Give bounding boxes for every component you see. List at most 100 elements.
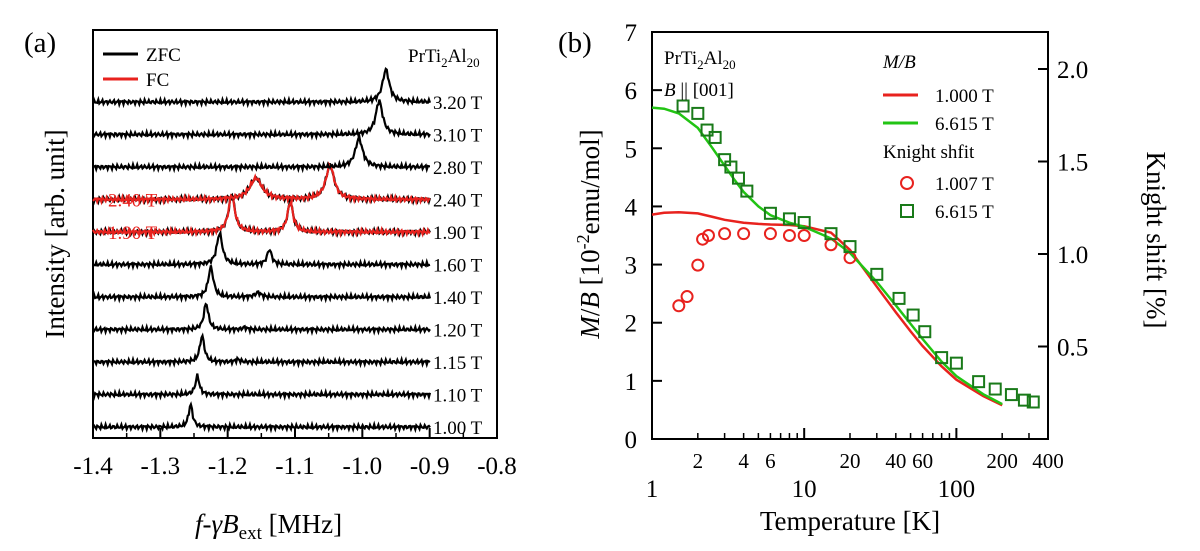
b-y-right-tick-label: 1.5 bbox=[1057, 150, 1088, 177]
knight-6t-point bbox=[691, 106, 705, 120]
panel-a: (a) -1.4 -1.3 -1.2 -1.1 -1.0 -0.9 -0.8 1.00 T 1… bbox=[24, 27, 517, 544]
zfc-trace bbox=[91, 373, 432, 402]
fc-trace bbox=[92, 194, 431, 239]
field-label: 2.40 T bbox=[433, 191, 483, 212]
panel-a-traces bbox=[91, 67, 432, 434]
panel-a-ylabel: Intensity [arb. unit] bbox=[40, 129, 70, 338]
b-x-minor-tick-label: 20 bbox=[840, 449, 861, 473]
legend-fc-label: FC bbox=[146, 70, 169, 91]
panel-a-xlabel: f-γBext [MHz] bbox=[195, 509, 342, 544]
panel-b-legend: M/B 1.000 T 6.615 T Knight shfit 1.007 T… bbox=[882, 52, 994, 223]
knight-6t-point bbox=[935, 351, 949, 365]
knight-1t-point bbox=[718, 227, 732, 241]
knight-6t-point bbox=[763, 206, 777, 220]
field-label: 1.20 T bbox=[433, 321, 483, 342]
b-x-minor-tick-label: 4 bbox=[738, 449, 749, 473]
legend-knight-6t-marker bbox=[900, 204, 914, 218]
panel-a-legend: ZFC FC bbox=[103, 45, 181, 91]
legend-knight-1t-label: 1.007 T bbox=[935, 174, 994, 195]
knight-1t-point bbox=[672, 299, 686, 313]
fc-trace bbox=[92, 161, 431, 206]
a-x-tick-label: -0.9 bbox=[410, 453, 450, 480]
a-x-tick-label: -1.3 bbox=[141, 453, 181, 480]
field-label: 1.15 T bbox=[433, 353, 483, 374]
mb-6t-curve bbox=[651, 106, 1003, 406]
legend-mb-6t-label: 6.615 T bbox=[935, 114, 994, 135]
knight-6t-point bbox=[797, 216, 811, 230]
b-x-minor-tick-label: 2 bbox=[693, 449, 704, 473]
a-x-tick-label: -1.0 bbox=[343, 453, 383, 480]
field-label: 3.20 T bbox=[433, 93, 483, 114]
legend-mb-title: M/B bbox=[882, 52, 916, 73]
zfc-trace bbox=[93, 133, 430, 174]
field-label: 1.40 T bbox=[433, 288, 483, 309]
knight-6t-point bbox=[1004, 388, 1018, 402]
a-x-tick-label: -1.1 bbox=[275, 453, 315, 480]
field-label: 1.90 T bbox=[433, 223, 483, 244]
knight-1t-point bbox=[737, 227, 751, 241]
zfc-trace bbox=[92, 302, 431, 337]
b-x-minor-tick-label: 6 bbox=[765, 449, 776, 473]
a-x-tick-label: -1.4 bbox=[73, 453, 113, 480]
knight-1t-point bbox=[691, 258, 705, 272]
zfc-trace bbox=[91, 265, 432, 304]
knight-6t-point bbox=[676, 99, 690, 113]
panel-a-compound: PrTi2Al20 bbox=[408, 46, 480, 70]
b-y-right-tick-label: 1.0 bbox=[1057, 242, 1088, 269]
zfc-trace bbox=[92, 332, 431, 369]
knight-1t-point bbox=[782, 229, 796, 242]
b-x-major-tick-label: 1 bbox=[646, 476, 659, 503]
b-x-minor-tick-label: 40 bbox=[885, 449, 906, 473]
knight-6t-point bbox=[1026, 395, 1040, 409]
panel-a-field-labels: 1.00 T 1.10 T 1.15 T 1.20 T 1.40 T 1.60 T 1.90… bbox=[108, 93, 483, 439]
zfc-trace bbox=[91, 67, 432, 109]
panel-a-x-ticks: -1.4 -1.3 -1.2 -1.1 -1.0 -0.9 -0.8 bbox=[73, 428, 517, 480]
legend-knight-1t-marker bbox=[900, 176, 914, 190]
panel-a-label: (a) bbox=[24, 27, 56, 59]
b-y-left-tick-label: 4 bbox=[625, 194, 638, 221]
knight-6t-point bbox=[740, 184, 754, 198]
zfc-trace bbox=[93, 229, 431, 271]
knight-6t-point bbox=[782, 212, 796, 226]
field-label: 1.10 T bbox=[433, 386, 483, 407]
b-x-major-tick-label: 10 bbox=[792, 476, 817, 503]
knight-6t-point bbox=[1017, 393, 1031, 407]
knight-6t-point bbox=[700, 123, 714, 137]
knight-6t-point bbox=[949, 356, 963, 370]
b-x-minor-tick-label: 200 bbox=[986, 449, 1018, 473]
knight-6t-point bbox=[906, 308, 920, 322]
b-y-left-tick-label: 1 bbox=[625, 369, 638, 396]
knight-6t-point bbox=[988, 382, 1002, 396]
knight-6t-point bbox=[724, 160, 738, 174]
knight-6t-point bbox=[892, 291, 906, 305]
field-label: 1.00 T bbox=[433, 418, 483, 439]
panel-b-compound: PrTi2Al20 bbox=[664, 48, 736, 72]
b-x-major-tick-label: 100 bbox=[938, 476, 976, 503]
b-y-left-tick-label: 0 bbox=[625, 427, 638, 454]
b-y-left-tick-label: 3 bbox=[625, 253, 638, 280]
a-x-tick-label: -0.8 bbox=[477, 453, 517, 480]
b-y-right-tick-label: 2.0 bbox=[1057, 57, 1088, 84]
knight-1t-point bbox=[701, 229, 715, 242]
b-x-minor-tick-label: 60 bbox=[912, 449, 933, 473]
knight-6t-point bbox=[731, 171, 745, 185]
panel-b-label: (b) bbox=[558, 27, 592, 59]
field-label: 2.80 T bbox=[433, 158, 483, 179]
panel-b-xlabel: Temperature [K] bbox=[760, 506, 940, 536]
knight-1t-point bbox=[824, 238, 838, 252]
b-y-right-tick-label: 0.5 bbox=[1057, 335, 1088, 362]
zfc-trace bbox=[92, 401, 431, 434]
a-x-tick-label: -1.2 bbox=[208, 453, 248, 480]
legend-zfc-label: ZFC bbox=[146, 45, 181, 66]
fc-field-label: 2.40 T bbox=[108, 191, 158, 212]
knight-6t-point bbox=[824, 227, 838, 241]
knight-6t-point bbox=[972, 375, 986, 389]
knight-1t-point bbox=[797, 229, 811, 242]
panel-b-ylabel-right: Knight shift [%] bbox=[1141, 152, 1171, 329]
panel-b-markers bbox=[672, 99, 1040, 409]
b-y-left-tick-label: 5 bbox=[625, 136, 638, 163]
b-y-left-tick-label: 6 bbox=[625, 78, 638, 105]
